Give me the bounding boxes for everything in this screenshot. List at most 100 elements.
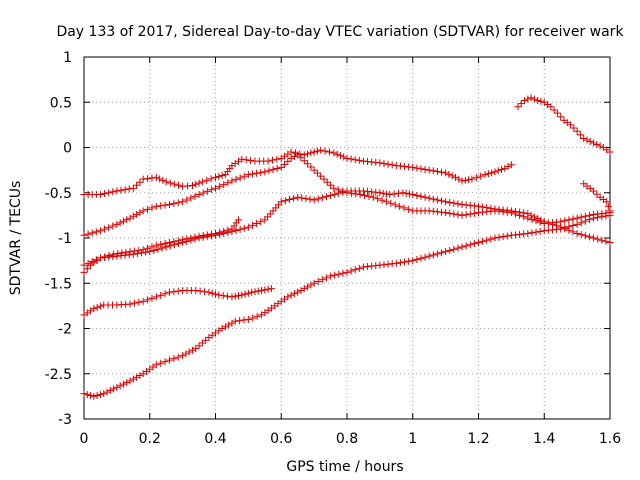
data-point xyxy=(530,95,538,103)
data-point xyxy=(142,248,150,256)
data-point xyxy=(361,191,369,199)
data-point xyxy=(281,197,289,205)
data-point xyxy=(581,232,589,240)
data-point xyxy=(183,196,191,204)
data-point xyxy=(188,346,196,354)
data-point xyxy=(161,290,169,298)
data-point xyxy=(152,241,160,249)
y-tick-label: 0.5 xyxy=(50,95,72,111)
data-point xyxy=(417,192,425,200)
data-point xyxy=(157,240,165,248)
data-point xyxy=(409,191,417,199)
data-point xyxy=(331,271,339,279)
data-point xyxy=(577,231,585,239)
data-point xyxy=(216,182,224,190)
data-point xyxy=(148,204,156,212)
data-point xyxy=(126,214,134,222)
data-point xyxy=(199,233,207,241)
data-point xyxy=(146,248,154,256)
data-point xyxy=(253,220,261,228)
data-point xyxy=(310,196,318,204)
data-point xyxy=(310,279,318,287)
data-point xyxy=(265,167,273,175)
data-point xyxy=(212,184,219,192)
data-point xyxy=(487,235,495,243)
series-track-b xyxy=(80,151,614,239)
data-point xyxy=(285,196,293,204)
data-point xyxy=(136,372,144,380)
data-point xyxy=(277,163,285,171)
data-point xyxy=(290,153,298,161)
data-point xyxy=(461,176,469,184)
data-point xyxy=(219,292,227,300)
data-point xyxy=(468,175,476,183)
data-point xyxy=(570,124,578,132)
data-point xyxy=(244,289,252,297)
data-point xyxy=(524,210,532,218)
data-point xyxy=(413,164,421,172)
data-point xyxy=(593,140,601,148)
data-point xyxy=(287,154,295,162)
data-point xyxy=(404,205,412,213)
data-point xyxy=(576,131,584,139)
data-point xyxy=(421,165,429,173)
data-point xyxy=(157,202,165,210)
data-point xyxy=(454,200,462,208)
data-point xyxy=(248,170,256,178)
data-point xyxy=(294,151,302,159)
data-point xyxy=(235,292,243,300)
data-point xyxy=(402,189,410,197)
data-point xyxy=(129,250,137,258)
data-point xyxy=(249,314,257,322)
data-point xyxy=(300,285,308,293)
data-point xyxy=(136,209,144,217)
data-point xyxy=(557,225,565,233)
data-point xyxy=(150,246,158,254)
data-point xyxy=(199,189,207,197)
data-point xyxy=(413,191,421,199)
data-point xyxy=(201,288,209,296)
data-point xyxy=(261,168,269,176)
x-tick-labels: 0 0.2 0.4 0.6 0.8 1 1.2 1.4 1.6 xyxy=(80,431,622,447)
data-point xyxy=(547,103,555,111)
data-point xyxy=(499,233,507,241)
data-point xyxy=(100,390,108,398)
y-tick-label: -1 xyxy=(58,231,72,247)
data-point xyxy=(379,189,387,197)
x-tick-label: 1.6 xyxy=(599,431,621,447)
data-point xyxy=(355,156,363,164)
data-point xyxy=(516,208,524,216)
data-point xyxy=(159,176,167,184)
data-point xyxy=(450,245,458,253)
data-point xyxy=(475,202,482,210)
data-point xyxy=(123,216,131,224)
data-point xyxy=(119,380,127,388)
data-point xyxy=(351,266,359,274)
data-point xyxy=(166,242,174,250)
data-point xyxy=(569,215,577,223)
data-point xyxy=(224,179,232,187)
data-point xyxy=(491,168,499,176)
data-point xyxy=(240,172,248,180)
data-point xyxy=(501,164,509,172)
data-point xyxy=(335,189,343,197)
data-point xyxy=(417,254,425,262)
data-point xyxy=(462,242,470,250)
data-point xyxy=(323,178,331,186)
data-point xyxy=(347,267,355,275)
data-point xyxy=(148,294,156,302)
grid xyxy=(84,57,610,419)
data-point xyxy=(248,288,256,296)
data-point xyxy=(133,373,141,381)
data-point xyxy=(232,227,240,235)
data-point xyxy=(83,391,91,399)
data-point xyxy=(433,250,441,258)
data-point xyxy=(590,234,598,242)
data-point xyxy=(80,390,88,398)
data-point xyxy=(207,175,215,183)
x-tick-label: 0.6 xyxy=(270,431,292,447)
data-point xyxy=(300,151,308,159)
data-point xyxy=(604,202,612,210)
data-point xyxy=(113,383,121,391)
data-point xyxy=(133,181,141,189)
